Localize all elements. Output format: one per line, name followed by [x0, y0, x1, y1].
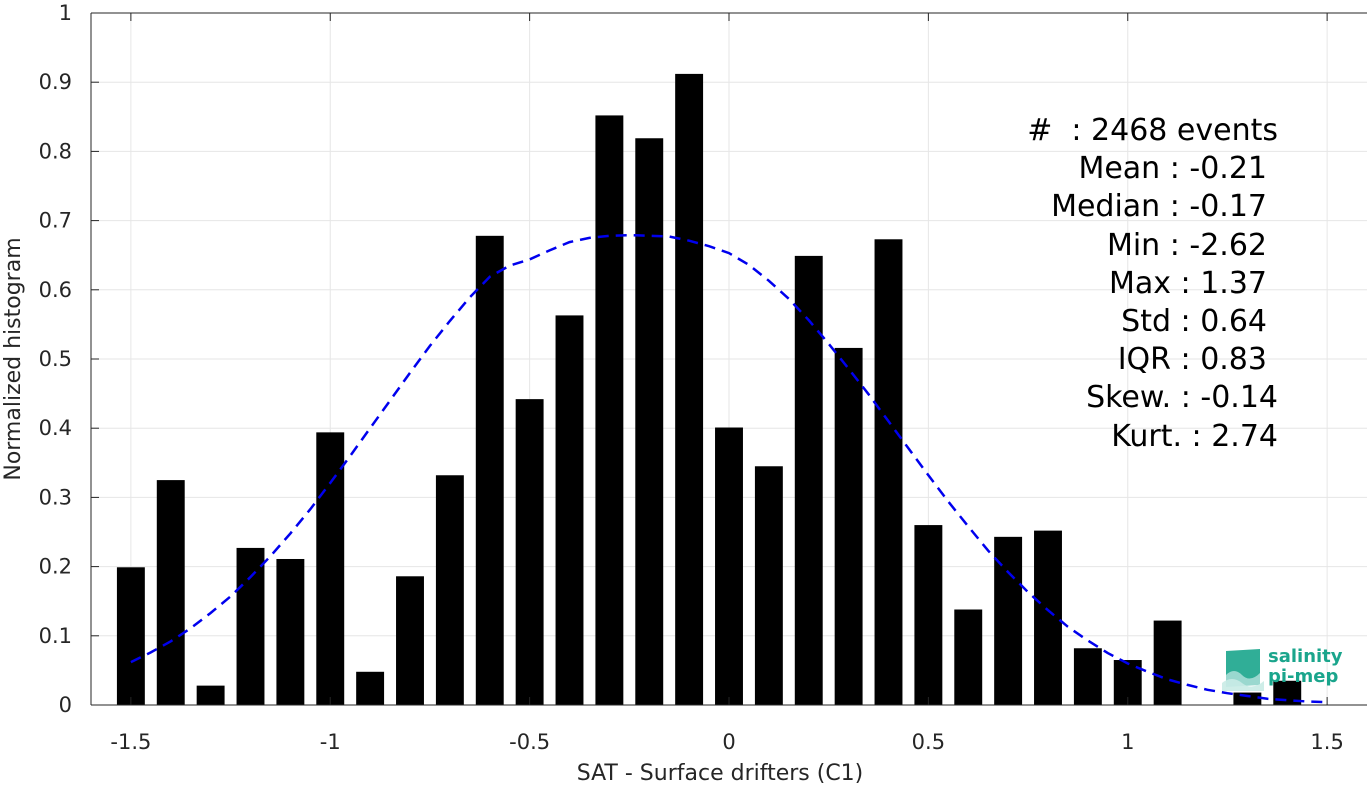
x-tick-label: 0.5 — [912, 730, 945, 754]
y-axis-label: Normalized histogram — [1, 237, 26, 480]
histogram-bar — [116, 567, 145, 705]
histogram-bar — [396, 576, 424, 705]
y-tick-label: 0.7 — [39, 209, 72, 233]
histogram-bar — [914, 525, 943, 705]
statistics-annotation: # : 2468 events Mean : -0.21 Median : -0… — [940, 112, 1280, 456]
stat-mean: Mean : -0.21 — [1078, 151, 1267, 187]
histogram-bar — [794, 255, 823, 705]
histogram-bar — [715, 427, 743, 705]
logo-text: salinity pi-mep — [1268, 647, 1343, 687]
y-tick-label: 0.6 — [39, 278, 72, 302]
histogram-bar — [435, 475, 464, 705]
salinity-pimep-logo: salinity pi-mep — [1220, 645, 1350, 695]
logo-wave-icon — [1222, 649, 1264, 691]
histogram-bar — [595, 115, 624, 705]
histogram-bar — [356, 671, 385, 705]
y-tick-label: 0.5 — [39, 347, 72, 371]
histogram-bar — [196, 685, 225, 705]
histogram-bar — [156, 480, 185, 705]
histogram-bar — [834, 347, 863, 705]
y-tick-label: 0.8 — [39, 139, 72, 163]
stat-skew: Skew. : -0.14 — [1086, 380, 1278, 416]
stat-events: # : 2468 events — [1027, 113, 1278, 148]
axes — [90, 12, 1367, 706]
stat-iqr: IQR : 0.83 — [1117, 342, 1267, 378]
x-tick-labels: -1.5 -1 -0.5 0 0.5 1 1.5 — [110, 730, 1343, 754]
histogram-bar — [754, 466, 783, 705]
x-tick-label: 1 — [1121, 730, 1134, 754]
histogram-bar — [874, 239, 903, 705]
histogram-bar — [1073, 648, 1102, 705]
stat-max: Max : 1.37 — [1109, 265, 1267, 301]
histogram-bar — [675, 73, 704, 705]
y-tick-labels: 0 0.1 0.2 0.3 0.4 0.5 0.6 0.7 0.8 0.9 1 — [39, 1, 72, 717]
histogram-bar — [1153, 620, 1182, 705]
stat-median: Median : -0.17 — [1051, 189, 1267, 225]
y-tick-label: 0.1 — [39, 624, 72, 648]
histogram-bar — [994, 536, 1023, 705]
x-tick-label: 1.5 — [1310, 730, 1343, 754]
y-tick-label: 0.9 — [39, 70, 72, 94]
logo-line-1: salinity — [1268, 646, 1343, 667]
x-tick-label: -0.5 — [509, 730, 550, 754]
stat-kurt: Kurt. : 2.74 — [1111, 418, 1278, 454]
x-axis-label: SAT - Surface drifters (C1) — [577, 761, 864, 785]
stat-std: Std : 0.64 — [1121, 304, 1267, 340]
x-tick-label: -1.5 — [110, 730, 151, 754]
histogram-bar — [635, 138, 664, 705]
histogram-bar — [555, 315, 584, 705]
histogram-bar — [475, 235, 504, 705]
y-tick-label: 1 — [59, 1, 72, 25]
y-tick-label: 0.3 — [39, 485, 72, 509]
bars — [116, 73, 1302, 705]
logo-line-2: pi-mep — [1268, 666, 1339, 687]
histogram-bar — [515, 399, 544, 705]
gaussian-fit-curve — [130, 233, 1328, 704]
histogram-bar — [236, 547, 265, 705]
histogram-bar — [316, 432, 345, 705]
x-tick-label: 0 — [722, 730, 735, 754]
y-tick-label: 0.4 — [39, 416, 72, 440]
histogram-bar — [276, 558, 305, 705]
histogram-bar — [954, 609, 983, 705]
y-tick-label: 0.2 — [39, 555, 72, 579]
y-tick-label: 0 — [59, 693, 72, 717]
x-tick-label: -1 — [320, 730, 341, 754]
stat-min: Min : -2.62 — [1106, 227, 1267, 263]
histogram-bar — [1034, 530, 1062, 705]
